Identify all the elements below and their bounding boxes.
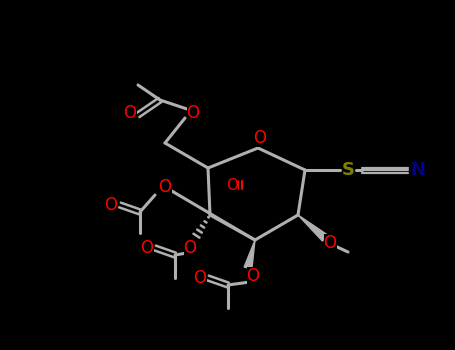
Text: N: N [410, 161, 425, 179]
Text: O: O [158, 178, 172, 196]
Text: O: O [187, 104, 199, 122]
Polygon shape [244, 240, 255, 269]
Polygon shape [298, 215, 328, 241]
Text: O: O [247, 267, 259, 285]
Text: O: O [226, 177, 238, 192]
Text: O: O [105, 196, 117, 214]
Text: O: O [324, 234, 337, 252]
Text: O: O [193, 269, 207, 287]
Text: S: S [342, 161, 354, 179]
Text: O: O [183, 239, 197, 257]
Text: O: O [141, 239, 153, 257]
Text: O: O [123, 104, 136, 122]
Text: O: O [253, 129, 267, 147]
